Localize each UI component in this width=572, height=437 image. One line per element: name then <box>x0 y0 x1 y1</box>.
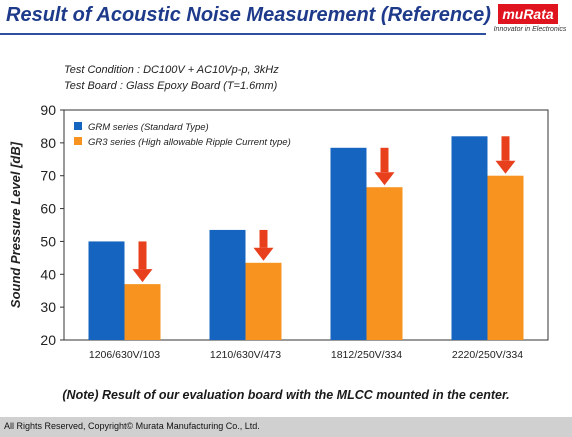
logo-tagline: Innovator in Electronics <box>493 26 567 33</box>
y-tick-label: 80 <box>40 135 56 151</box>
y-tick-label: 20 <box>40 332 56 348</box>
arrow-shaft-1 <box>138 241 147 270</box>
y-tick-label: 90 <box>40 102 56 118</box>
evaluation-note: (Note) Result of our evaluation board wi… <box>62 388 510 402</box>
x-tick-label: 1210/630V/473 <box>210 349 281 361</box>
arrow-head-3 <box>374 172 395 186</box>
bar-gr3-3 <box>366 187 403 340</box>
arrow-shaft-3 <box>380 147 389 173</box>
y-tick-label: 50 <box>40 233 56 249</box>
bar-chart: 20 30 40 50 60 70 80 90 Sound Pressure Level [dB… <box>8 102 549 361</box>
bar-gr3-4 <box>487 175 524 340</box>
legend-label-2: GR3 series (High allowable Ripple Curren… <box>88 137 291 148</box>
logo-wordmark: muRata <box>498 4 558 24</box>
x-tick-label: 1206/630V/103 <box>89 349 160 361</box>
arrow-shaft-2 <box>259 229 268 248</box>
legend-box <box>70 114 324 148</box>
test-board: Test Board : Glass Epoxy Board (T=1.6mm) <box>64 80 278 92</box>
bar-grm-2 <box>209 229 246 340</box>
arrow-head-4 <box>495 160 516 174</box>
arrow-head-2 <box>253 247 274 261</box>
title-underline <box>0 33 486 35</box>
y-tick-label: 40 <box>40 266 56 282</box>
bar-gr3-1 <box>124 284 161 340</box>
murata-logo: muRata Innovator in Electronics <box>490 4 570 40</box>
bar-grm-3 <box>330 147 367 340</box>
legend-swatch-1 <box>74 122 82 130</box>
bar-gr3-2 <box>245 262 282 340</box>
y-axis-label: Sound Pressure Level [dB] <box>8 141 23 308</box>
x-tick-label: 1812/250V/334 <box>331 349 402 361</box>
x-tick-label: 2220/250V/334 <box>452 349 523 361</box>
legend-swatch-2 <box>74 137 82 145</box>
copyright-text: All Rights Reserved, Copyright© Murata M… <box>4 421 260 431</box>
arrow-shaft-4 <box>501 136 510 161</box>
bar-grm-1 <box>88 241 125 340</box>
y-tick-label: 70 <box>40 168 56 184</box>
page-title: Result of Acoustic Noise Measurement (Re… <box>6 4 491 26</box>
header: Result of Acoustic Noise Measurement (Re… <box>0 0 572 40</box>
legend-label-1: GRM series (Standard Type) <box>88 122 209 133</box>
y-tick-label: 60 <box>40 201 56 217</box>
y-tick-label: 30 <box>40 299 56 315</box>
footer: All Rights Reserved, Copyright© Murata M… <box>0 417 572 437</box>
bar-grm-4 <box>451 136 488 340</box>
arrow-head-1 <box>132 269 153 283</box>
test-condition: Test Condition : DC100V + AC10Vp-p, 3kHz <box>64 64 279 76</box>
